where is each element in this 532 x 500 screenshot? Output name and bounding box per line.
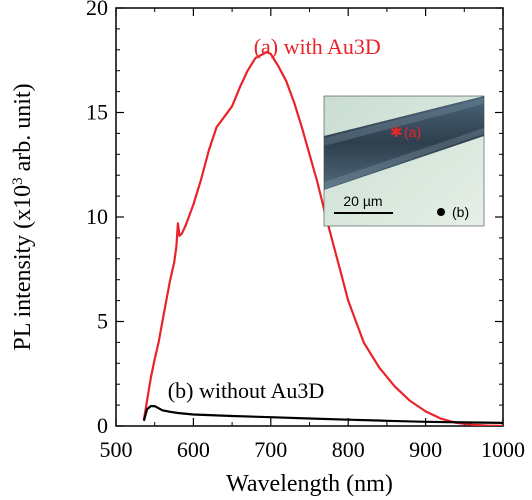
y-axis-title-suffix: arb. unit) bbox=[10, 83, 36, 177]
inset-scalebar-label: 20 µm bbox=[343, 193, 382, 209]
inset-micrograph: ✱ (a) 20 µm (b) bbox=[323, 95, 485, 227]
x-tick-label: 800 bbox=[332, 437, 365, 462]
y-tick-label: 15 bbox=[86, 100, 108, 125]
annotation-with-au3d: (a) with Au3D bbox=[254, 34, 381, 59]
series-line-without-au3d bbox=[142, 405, 503, 424]
y-axis-title-prefix: PL intensity (x10 bbox=[10, 185, 36, 351]
x-tick-label: 600 bbox=[177, 437, 210, 462]
x-tick-label: 900 bbox=[409, 437, 442, 462]
x-tick-label: 500 bbox=[100, 437, 133, 462]
y-tick-label: 0 bbox=[97, 413, 108, 438]
annotation-without-au3d: (b) without Au3D bbox=[168, 378, 324, 403]
y-axis-title: PL intensity (x103 arb. unit) bbox=[10, 83, 36, 350]
inset-marker-b-label: (b) bbox=[452, 204, 469, 220]
inset-fiber bbox=[324, 96, 484, 190]
y-tick-label: 20 bbox=[86, 0, 108, 20]
inset-marker-a-label: (a) bbox=[404, 124, 421, 140]
y-axis-title-exponent: 3 bbox=[10, 177, 26, 185]
x-tick-label: 700 bbox=[254, 437, 287, 462]
y-tick-label: 10 bbox=[86, 204, 108, 229]
y-axis-ticks: 0 5 10 15 20 bbox=[86, 0, 503, 438]
x-axis-ticks: 500 600 700 800 900 1000 bbox=[100, 8, 525, 462]
inset-marker-b bbox=[437, 208, 445, 216]
x-axis-title: Wavelength (nm) bbox=[226, 471, 393, 497]
inset-marker-a: ✱ bbox=[390, 124, 403, 141]
series-line-with-au3d bbox=[142, 50, 503, 426]
x-tick-label: 1000 bbox=[481, 437, 525, 462]
y-tick-label: 5 bbox=[97, 309, 108, 334]
